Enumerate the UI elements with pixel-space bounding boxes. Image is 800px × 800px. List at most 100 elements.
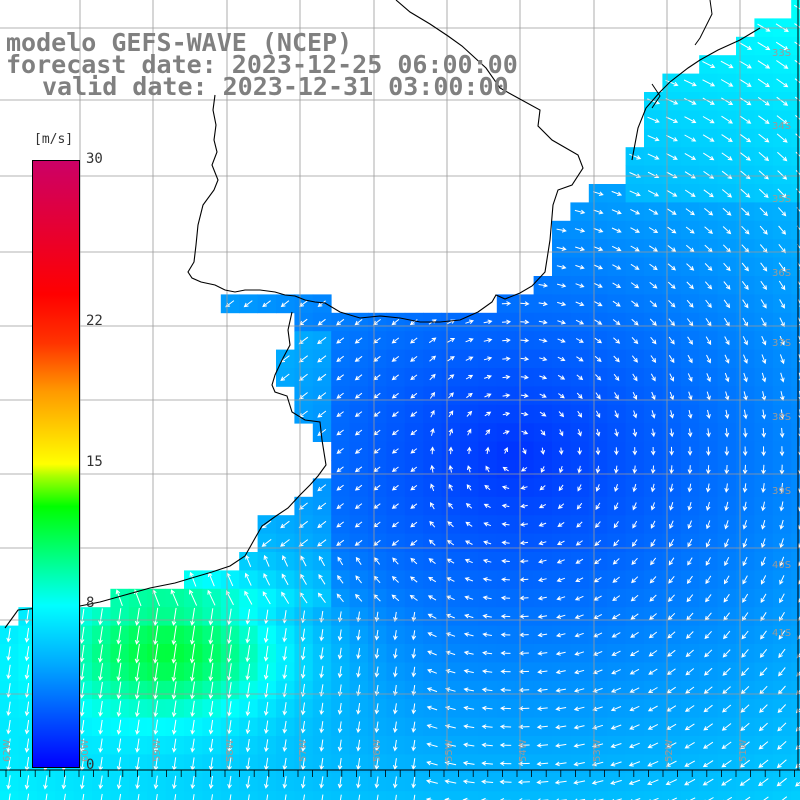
wind-arrow bbox=[686, 299, 694, 308]
wind-cell bbox=[220, 791, 240, 800]
wind-arrow bbox=[687, 428, 693, 438]
wind-arrow bbox=[668, 575, 675, 584]
wind-arrow bbox=[318, 555, 326, 567]
wind-arrow bbox=[153, 681, 159, 700]
wind-arrow bbox=[794, 23, 800, 28]
wind-arrow bbox=[724, 336, 730, 346]
wind-arrow bbox=[245, 554, 252, 567]
wind-arrow bbox=[685, 208, 695, 216]
wind-arrow bbox=[337, 739, 343, 752]
wind-arrow bbox=[430, 483, 435, 492]
wind-arrow bbox=[153, 662, 159, 682]
wind-arrow bbox=[410, 356, 418, 362]
wind-arrow bbox=[558, 484, 564, 492]
wind-arrow bbox=[687, 557, 693, 566]
wind-arrow bbox=[669, 502, 674, 511]
wind-arrow bbox=[410, 521, 418, 528]
wind-arrow bbox=[740, 741, 750, 750]
wind-arrow bbox=[134, 625, 140, 645]
wind-arrow bbox=[629, 705, 640, 712]
wind-cell bbox=[791, 368, 800, 387]
wind-arrow bbox=[573, 743, 585, 748]
wind-arrow bbox=[263, 664, 269, 680]
wind-arrow bbox=[356, 739, 361, 752]
wind-arrow bbox=[574, 228, 586, 233]
wind-arrow bbox=[665, 79, 679, 87]
wind-arrow bbox=[759, 704, 768, 713]
wind-arrow bbox=[190, 662, 196, 682]
wind-arrow bbox=[537, 798, 549, 800]
wind-arrow bbox=[555, 688, 566, 693]
wind-arrow bbox=[502, 411, 511, 417]
wind-cell bbox=[791, 294, 800, 314]
wind-arrow bbox=[555, 706, 567, 711]
wind-arrow bbox=[189, 643, 196, 664]
wind-arrow bbox=[591, 780, 604, 785]
wind-arrow bbox=[464, 613, 474, 619]
wind-arrow bbox=[317, 336, 327, 345]
wind-arrow bbox=[337, 758, 343, 771]
wind-cell bbox=[772, 791, 792, 800]
wind-arrow bbox=[742, 428, 748, 438]
wind-arrow bbox=[667, 631, 676, 639]
wind-arrow bbox=[6, 738, 11, 753]
wind-arrow bbox=[281, 591, 290, 604]
wind-arrow bbox=[336, 337, 345, 344]
wind-cell bbox=[625, 791, 645, 800]
wind-arrow bbox=[336, 593, 344, 603]
wind-arrow bbox=[374, 629, 380, 641]
wind-arrow bbox=[706, 409, 711, 420]
wind-arrow bbox=[98, 681, 103, 700]
wind-arrow bbox=[556, 559, 565, 564]
wind-arrow bbox=[227, 682, 232, 699]
wind-arrow bbox=[760, 593, 767, 604]
wind-arrow bbox=[702, 134, 715, 142]
wind-arrow bbox=[611, 190, 623, 196]
wind-arrow bbox=[648, 631, 658, 639]
wind-arrow bbox=[538, 301, 548, 307]
wind-arrow bbox=[263, 683, 269, 698]
wind-arrow bbox=[208, 625, 214, 645]
title-valid-date: valid date: 2023-12-31 03:00:00 bbox=[42, 72, 509, 101]
wind-arrow bbox=[319, 702, 324, 716]
wind-arrow bbox=[189, 589, 198, 606]
wind-arrow bbox=[776, 78, 789, 88]
wind-arrow bbox=[429, 520, 436, 528]
wind-arrow bbox=[575, 577, 584, 582]
wind-arrow bbox=[666, 668, 676, 676]
wind-arrow bbox=[463, 724, 475, 729]
wind-arrow bbox=[6, 628, 12, 643]
wind-arrow bbox=[410, 503, 418, 509]
wind-arrow bbox=[667, 594, 675, 602]
wind-arrow bbox=[356, 648, 361, 660]
wind-arrow bbox=[629, 687, 640, 693]
wind-arrow bbox=[702, 760, 714, 768]
wind-arrow bbox=[540, 429, 546, 436]
wind-arrow bbox=[575, 301, 585, 307]
wind-arrow bbox=[227, 701, 232, 717]
wind-arrow bbox=[704, 630, 712, 640]
wind-arrow bbox=[647, 723, 659, 730]
wind-arrow bbox=[119, 793, 122, 800]
wind-arrow bbox=[686, 263, 695, 271]
wind-arrow bbox=[536, 761, 549, 767]
wind-arrow bbox=[98, 626, 103, 645]
wind-arrow bbox=[669, 391, 675, 401]
wind-arrow bbox=[613, 539, 620, 547]
colorbar-unit: [m/s] bbox=[34, 132, 74, 147]
wind-arrow bbox=[761, 446, 766, 457]
wind-arrow bbox=[779, 446, 785, 457]
wind-arrow bbox=[594, 355, 602, 362]
wind-arrow bbox=[411, 758, 416, 771]
wind-arrow bbox=[280, 520, 290, 529]
wind-arrow bbox=[429, 355, 437, 362]
wind-arrow bbox=[376, 794, 379, 800]
wind-cell bbox=[496, 791, 516, 800]
wind-arrow bbox=[245, 720, 251, 735]
wind-arrow bbox=[647, 705, 658, 712]
wind-arrow bbox=[6, 664, 11, 680]
wind-arrow bbox=[410, 392, 418, 399]
wind-arrow bbox=[556, 283, 567, 288]
wind-arrow bbox=[574, 651, 585, 656]
wind-arrow bbox=[45, 793, 48, 800]
